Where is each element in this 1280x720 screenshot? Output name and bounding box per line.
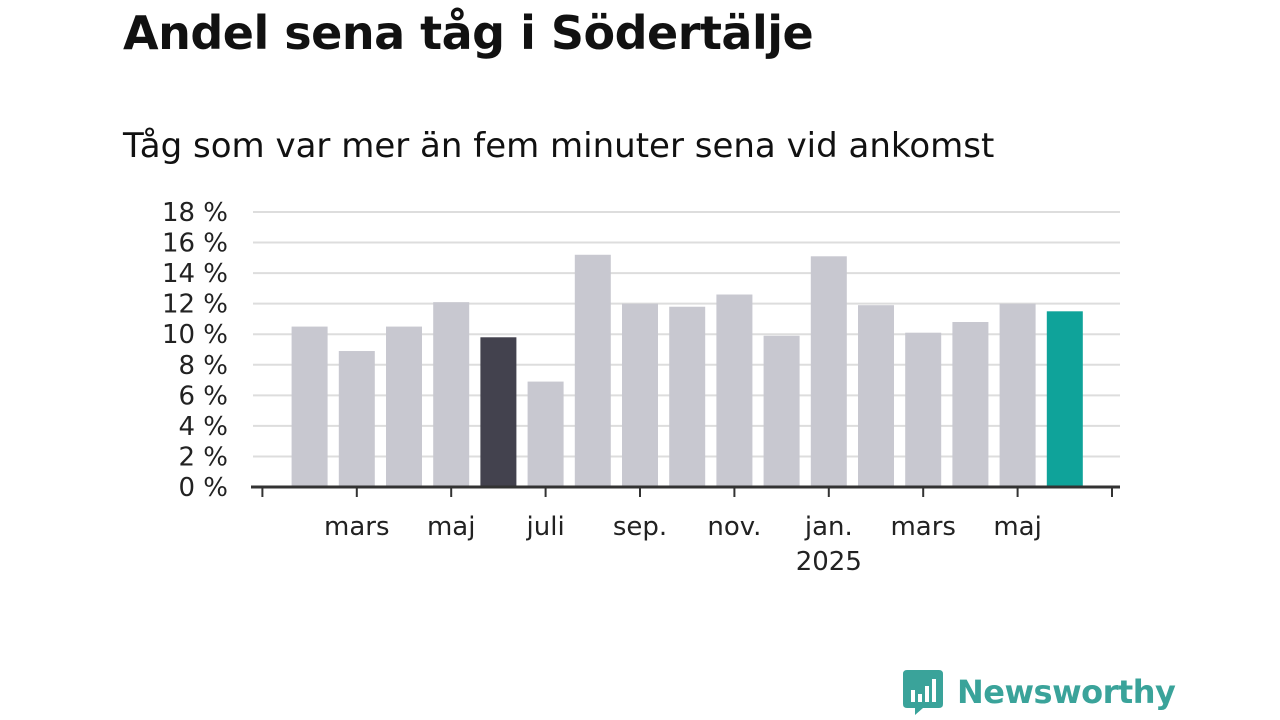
- bar: [669, 306, 706, 487]
- x-tick-year-label: 2025: [796, 547, 862, 577]
- bar: [716, 294, 753, 487]
- x-tick-label: maj: [427, 512, 475, 542]
- y-tick-label: 18 %: [162, 198, 228, 228]
- bar: [386, 326, 422, 487]
- bar: [763, 335, 800, 487]
- brand-name: Newsworthy: [957, 673, 1176, 711]
- bar: [622, 303, 658, 487]
- y-tick-label: 12 %: [162, 290, 228, 320]
- x-tick-label: sep.: [613, 512, 667, 542]
- bar: [999, 303, 1036, 487]
- x-tick-label: mars: [324, 512, 390, 542]
- y-tick-label: 16 %: [162, 229, 228, 259]
- bar: [527, 381, 564, 487]
- x-tick-label: nov.: [707, 512, 761, 542]
- y-tick-label: 8 %: [178, 351, 228, 381]
- y-tick-label: 0 %: [178, 473, 228, 503]
- y-tick-label: 14 %: [162, 259, 228, 289]
- bar: [810, 256, 847, 487]
- bar: [1046, 311, 1083, 487]
- x-tick-label: jan.: [804, 512, 853, 542]
- chart-title: Andel sena tåg i Södertälje: [123, 6, 814, 60]
- bar-chart-speech-bubble-icon: [903, 670, 943, 715]
- x-tick-label: maj: [993, 512, 1041, 542]
- bar: [338, 351, 375, 487]
- bar: [905, 332, 942, 487]
- brand-footer: Newsworthy: [903, 668, 1176, 716]
- x-tick-label: mars: [890, 512, 956, 542]
- bar: [433, 302, 470, 487]
- y-tick-label: 2 %: [178, 442, 228, 472]
- x-tick-label: juli: [526, 512, 565, 542]
- chart-subtitle: Tåg som var mer än fem minuter sena vid …: [123, 126, 995, 166]
- bar: [291, 326, 328, 487]
- y-tick-label: 6 %: [178, 381, 228, 411]
- bar: [858, 305, 894, 487]
- bar: [952, 322, 989, 487]
- y-tick-label: 4 %: [178, 412, 228, 442]
- bar: [480, 337, 517, 487]
- y-tick-label: 10 %: [162, 320, 228, 350]
- bar: [574, 254, 611, 487]
